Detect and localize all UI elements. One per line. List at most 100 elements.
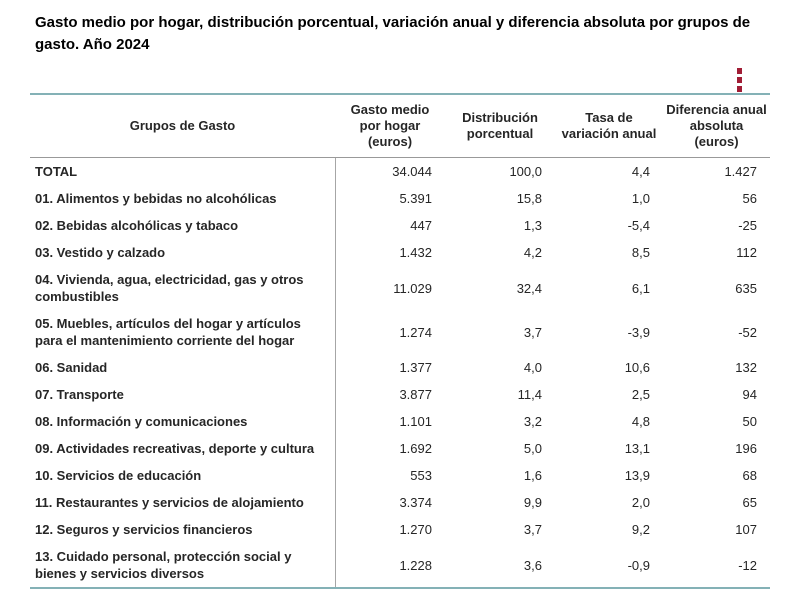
cell-value: -0,9 <box>627 557 650 573</box>
cell-value: -12 <box>738 557 757 573</box>
header-row: Grupos de Gasto Gasto medio por hogar (eu… <box>30 94 770 158</box>
cell-value: 100,0 <box>509 164 542 179</box>
cell-value: 447 <box>410 218 432 233</box>
kebab-dot <box>737 68 742 74</box>
table-row: 08. Información y comunicaciones 1.101 3,2… <box>30 408 770 435</box>
cell-value: 4,4 <box>631 164 650 179</box>
cell-value: 65 <box>742 495 757 510</box>
cell-value: 1.692 <box>399 441 432 456</box>
cell-value: 1.427 <box>724 164 757 179</box>
table-row: 03. Vestido y calzado 1.432 4,2 8,5 112 <box>30 239 770 266</box>
cell-value: 6,1 <box>631 280 650 296</box>
cell-value: 4,0 <box>523 360 542 375</box>
toolbar <box>30 67 770 93</box>
kebab-dot <box>737 86 742 92</box>
cell-value: 94 <box>742 387 757 402</box>
row-label: 11. Restaurantes y servicios de alojamie… <box>30 489 336 516</box>
table-header: Grupos de Gasto Gasto medio por hogar (eu… <box>30 94 770 158</box>
cell-value: 4,2 <box>523 245 542 260</box>
cell-value: 11.029 <box>393 280 432 296</box>
cell-value: -52 <box>738 324 757 340</box>
row-label: 03. Vestido y calzado <box>30 239 336 266</box>
cell-value: 1.432 <box>399 245 432 260</box>
cell-value: 112 <box>736 245 757 260</box>
row-label: 13. Cuidado personal, protección social … <box>30 543 336 588</box>
cell-value: 10,6 <box>624 360 650 375</box>
kebab-dot <box>737 77 742 83</box>
table-row: TOTAL 34.044 100,0 4,4 1.427 <box>30 157 770 185</box>
cell-value: 196 <box>735 441 757 456</box>
cell-value: 1.228 <box>399 557 432 573</box>
table-row: 13. Cuidado personal, protección social … <box>30 543 770 588</box>
table-row: 06. Sanidad 1.377 4,0 10,6 132 <box>30 354 770 381</box>
cell-value: 5,0 <box>523 441 542 456</box>
cell-value: 34.044 <box>392 164 432 179</box>
table-row: 04. Vivienda, agua, electricidad, gas y … <box>30 266 770 310</box>
table-row: 12. Seguros y servicios financieros 1.270… <box>30 516 770 543</box>
cell-value: 9,9 <box>523 495 542 510</box>
cell-value: 2,0 <box>631 495 650 510</box>
table-row: 07. Transporte 3.877 11,4 2,5 94 <box>30 381 770 408</box>
cell-value: 1,0 <box>631 191 650 206</box>
cell-value: 50 <box>742 414 757 429</box>
cell-value: 8,5 <box>631 245 650 260</box>
table-row: 09. Actividades recreativas, deporte y c… <box>30 435 770 462</box>
cell-value: 13,9 <box>624 468 650 483</box>
cell-value: -3,9 <box>627 324 650 340</box>
row-label: 08. Información y comunicaciones <box>30 408 336 435</box>
kebab-menu-icon[interactable] <box>736 67 743 93</box>
table-row: 05. Muebles, artículos del hogar y artíc… <box>30 310 770 354</box>
cell-value: 56 <box>742 191 757 206</box>
cell-value: 132 <box>735 360 757 375</box>
table-row: 02. Bebidas alcohólicas y tabaco 447 1,3 -5… <box>30 212 770 239</box>
table-row: 11. Restaurantes y servicios de alojamie… <box>30 489 770 516</box>
cell-value: 9,2 <box>631 522 650 537</box>
cell-value: 11,4 <box>517 387 542 402</box>
row-label: 02. Bebidas alcohólicas y tabaco <box>30 212 336 239</box>
table-row: 10. Servicios de educación 553 1,6 13,9 68 <box>30 462 770 489</box>
cell-value: 1.101 <box>399 414 432 429</box>
cell-value: 4,8 <box>631 414 650 429</box>
cell-value: 3,7 <box>523 522 542 537</box>
column-header: Grupos de Gasto <box>30 94 335 158</box>
cell-value: 635 <box>735 280 757 296</box>
cell-value: 3,7 <box>523 324 542 340</box>
row-label: TOTAL <box>30 157 336 185</box>
row-label: 10. Servicios de educación <box>30 462 336 489</box>
cell-value: 1,3 <box>523 218 542 233</box>
row-label: 05. Muebles, artículos del hogar y artíc… <box>30 310 336 354</box>
row-label: 04. Vivienda, agua, electricidad, gas y … <box>30 266 336 310</box>
cell-value: 13,1 <box>624 441 650 456</box>
cell-value: 1.270 <box>399 522 432 537</box>
cell-value: 3.374 <box>399 495 432 510</box>
column-header: Diferencia anual absoluta (euros) <box>663 94 770 158</box>
cell-value: 3.877 <box>399 387 432 402</box>
expense-groups-table: Grupos de Gasto Gasto medio por hogar (eu… <box>30 93 770 589</box>
row-label: 01. Alimentos y bebidas no alcohólicas <box>30 185 336 212</box>
row-label: 09. Actividades recreativas, deporte y c… <box>30 435 336 462</box>
cell-value: 3,6 <box>523 557 542 573</box>
row-label: 06. Sanidad <box>30 354 336 381</box>
cell-value: 5.391 <box>399 191 432 206</box>
cell-value: 32,4 <box>516 280 542 296</box>
cell-value: 107 <box>735 522 757 537</box>
cell-value: -5,4 <box>627 218 650 233</box>
column-header: Tasa de variación anual <box>555 94 663 158</box>
cell-value: 15,8 <box>516 191 542 206</box>
column-header: Distribución porcentual <box>445 94 555 158</box>
cell-value: 553 <box>410 468 432 483</box>
row-label: 12. Seguros y servicios financieros <box>30 516 336 543</box>
cell-value: 3,2 <box>523 414 542 429</box>
cell-value: 68 <box>742 468 757 483</box>
table-body: TOTAL 34.044 100,0 4,4 1.427 01. Alimentos y … <box>30 157 770 588</box>
cell-value: 1,6 <box>523 468 542 483</box>
page-title: Gasto medio por hogar, distribución porc… <box>35 14 751 53</box>
cell-value: 1.377 <box>399 360 432 375</box>
cell-value: 1.274 <box>399 324 432 340</box>
row-label: 07. Transporte <box>30 381 336 408</box>
table-row: 01. Alimentos y bebidas no alcohólicas 5.… <box>30 185 770 212</box>
column-header: Gasto medio por hogar (euros) <box>335 94 445 158</box>
cell-value: -25 <box>738 218 757 233</box>
cell-value: 2,5 <box>631 387 650 402</box>
